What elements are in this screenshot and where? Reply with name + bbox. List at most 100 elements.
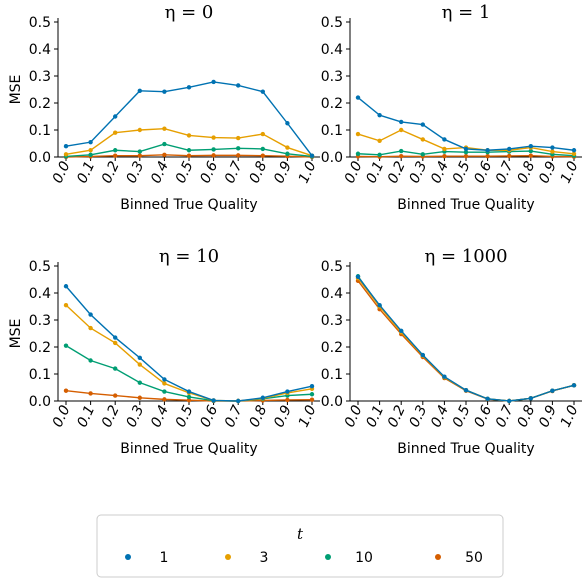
data-point xyxy=(285,145,290,150)
y-tick-label: 0.2 xyxy=(321,340,343,356)
x-tick-label: 0.2 xyxy=(385,403,409,430)
y-tick-label: 0.1 xyxy=(321,123,343,139)
data-point xyxy=(137,355,142,360)
x-tick-label: 1.0 xyxy=(558,403,582,430)
data-point xyxy=(420,122,425,127)
data-point xyxy=(442,153,447,159)
data-point xyxy=(63,152,69,157)
panel-title: η = 1000 xyxy=(424,246,507,267)
x-tick-label: 1.0 xyxy=(296,403,320,430)
data-point xyxy=(528,148,533,154)
y-axis-title: MSE xyxy=(8,75,24,105)
x-tick-label: 0.9 xyxy=(271,403,295,430)
data-point xyxy=(507,146,512,152)
y-tick-label: 0.0 xyxy=(29,150,51,166)
data-point xyxy=(113,340,118,346)
y-tick-label: 0.3 xyxy=(321,313,343,329)
data-point xyxy=(463,149,469,155)
y-tick-label: 0.5 xyxy=(321,259,343,275)
legend-entries: 1 3 10 50 xyxy=(125,550,483,566)
data-point xyxy=(211,153,216,158)
data-point xyxy=(260,131,265,137)
data-point xyxy=(550,145,555,150)
data-point xyxy=(88,139,93,145)
x-tick-label: 0.8 xyxy=(247,159,271,186)
legend-label: 1 xyxy=(160,550,169,566)
data-point xyxy=(162,389,167,394)
series-1 xyxy=(355,274,577,404)
data-point xyxy=(88,148,93,153)
x-tick-label: 1.0 xyxy=(558,159,582,186)
x-tick-label: 0.4 xyxy=(428,159,452,186)
legend-label: 50 xyxy=(465,550,483,566)
data-point xyxy=(186,389,192,394)
x-tick-label: 0.7 xyxy=(222,403,246,430)
data-point xyxy=(528,153,533,158)
x-axis-title: Binned True Quality xyxy=(120,197,257,213)
data-point xyxy=(485,396,490,402)
data-point xyxy=(260,395,265,400)
data-point xyxy=(113,130,118,135)
data-point xyxy=(236,83,241,88)
data-point xyxy=(442,146,447,152)
data-point xyxy=(211,398,216,403)
legend-entry-3: 3 xyxy=(225,550,268,566)
x-tick-label: 0.1 xyxy=(363,403,387,430)
series-1 xyxy=(63,79,315,158)
data-point xyxy=(485,153,490,159)
data-point xyxy=(137,149,142,154)
y-tick-label: 0.2 xyxy=(29,340,51,356)
data-point xyxy=(377,152,382,158)
data-point xyxy=(162,126,167,131)
data-point xyxy=(571,151,577,156)
x-tick-label: 0.4 xyxy=(148,159,172,186)
data-point xyxy=(186,85,192,90)
x-tick-label: 0.3 xyxy=(124,403,148,430)
data-point xyxy=(186,397,192,403)
data-point xyxy=(355,131,361,137)
data-point xyxy=(260,89,265,94)
data-point xyxy=(309,392,315,397)
legend-marker xyxy=(225,554,231,560)
data-point xyxy=(63,388,69,393)
data-point xyxy=(485,148,490,153)
y-tick-label: 0.0 xyxy=(321,150,343,166)
data-point xyxy=(399,153,404,159)
data-point xyxy=(399,148,404,154)
data-point xyxy=(236,135,241,141)
data-point xyxy=(186,394,192,400)
x-axis-title: Binned True Quality xyxy=(120,441,257,457)
data-point xyxy=(528,144,533,149)
y-tick-label: 0.1 xyxy=(321,367,343,383)
data-point xyxy=(113,148,118,153)
data-point xyxy=(113,335,118,340)
x-tick-label: 0.9 xyxy=(536,159,560,186)
x-tick-label: 0.5 xyxy=(173,403,197,430)
data-point xyxy=(420,352,425,358)
data-point xyxy=(211,147,216,152)
legend-title: t xyxy=(297,525,304,543)
data-point xyxy=(550,388,555,393)
x-tick-label: 0.5 xyxy=(450,159,474,186)
data-point xyxy=(260,146,265,152)
y-tick-label: 0.3 xyxy=(29,69,51,85)
data-point xyxy=(113,153,118,158)
series-10 xyxy=(355,274,577,404)
x-tick-label: 0.3 xyxy=(407,403,431,430)
data-point xyxy=(137,88,142,94)
y-tick-label: 0.2 xyxy=(29,96,51,112)
x-tick-label: 0.2 xyxy=(99,403,123,430)
data-point xyxy=(137,395,142,400)
series-line xyxy=(357,280,575,402)
x-tick-label: 0.9 xyxy=(536,403,560,430)
data-point xyxy=(571,383,577,388)
legend-marker xyxy=(435,554,441,560)
x-tick-label: 0.0 xyxy=(342,159,366,186)
series-line xyxy=(357,277,575,402)
data-point xyxy=(355,274,361,279)
y-tick-label: 0.2 xyxy=(321,96,343,112)
x-tick-label: 0.5 xyxy=(173,159,197,186)
data-point xyxy=(507,398,512,404)
legend-marker xyxy=(125,554,131,560)
data-point xyxy=(399,127,404,133)
